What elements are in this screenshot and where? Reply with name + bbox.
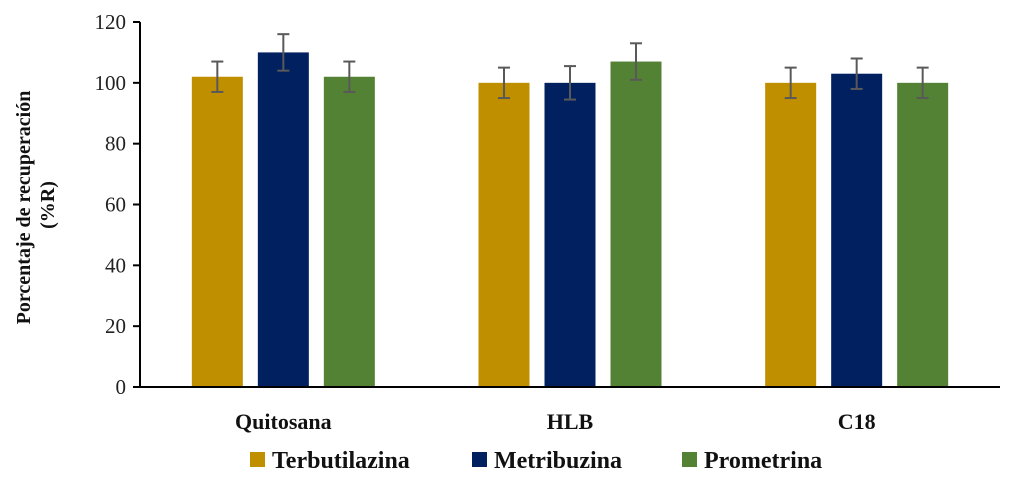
y-tick-label: 120 [95,10,127,34]
bar-terbutilazina-hlb [478,82,530,387]
error-bar [564,65,576,101]
bars [191,52,949,388]
bar-prometrina-c18 [897,82,949,387]
error-bar [630,42,642,81]
y-tick-label: 20 [105,314,126,338]
y-tick-label: 40 [105,253,126,277]
legend: Terbutilazina Metribuzina Prometrina [250,448,822,474]
bar-metribuzina-c18 [831,73,883,387]
y-tick-label: 0 [116,375,127,399]
error-bars [211,33,929,101]
x-axis-categories: Quitosana HLB C18 [235,409,876,434]
legend-item-terbutilazina: Terbutilazina [250,448,410,474]
legend-label: Terbutilazina [272,448,410,474]
legend-label: Metribuzina [494,448,622,474]
bar-terbutilazina-c18 [765,82,817,387]
error-bar [343,60,356,93]
error-bar [498,66,510,100]
y-tick-label: 100 [95,71,127,95]
x-category-label: HLB [547,409,594,434]
legend-label: Prometrina [704,448,822,474]
y-axis-label: Porcentaje de recuperación (%R) [13,86,59,325]
bar-terbutilazina-quitosana [191,76,243,387]
error-bar [850,57,863,90]
bar-prometrina-hlb [610,61,662,388]
legend-item-metribuzina: Metribuzina [472,448,622,474]
error-bar [784,66,797,100]
bar-metribuzina-hlb [544,82,596,387]
bar-prometrina-quitosana [323,76,375,387]
y-tick-label: 80 [105,132,126,156]
y-axis-ticks: 0 20 40 60 80 100 120 [95,10,140,399]
legend-swatch [472,452,487,467]
error-bar [916,66,929,100]
legend-swatch [682,452,697,467]
x-category-label: C18 [838,409,876,434]
error-bar [211,60,224,93]
legend-swatch [250,452,265,467]
y-axis-label-line2: (%R) [37,181,59,229]
x-category-label: Quitosana [235,409,332,434]
error-bar [277,33,290,72]
y-axis-label-line1: Porcentaje de recuperación [13,91,35,325]
bar-metribuzina-quitosana [257,52,309,388]
y-tick-label: 60 [105,193,126,217]
legend-item-prometrina: Prometrina [682,448,822,474]
